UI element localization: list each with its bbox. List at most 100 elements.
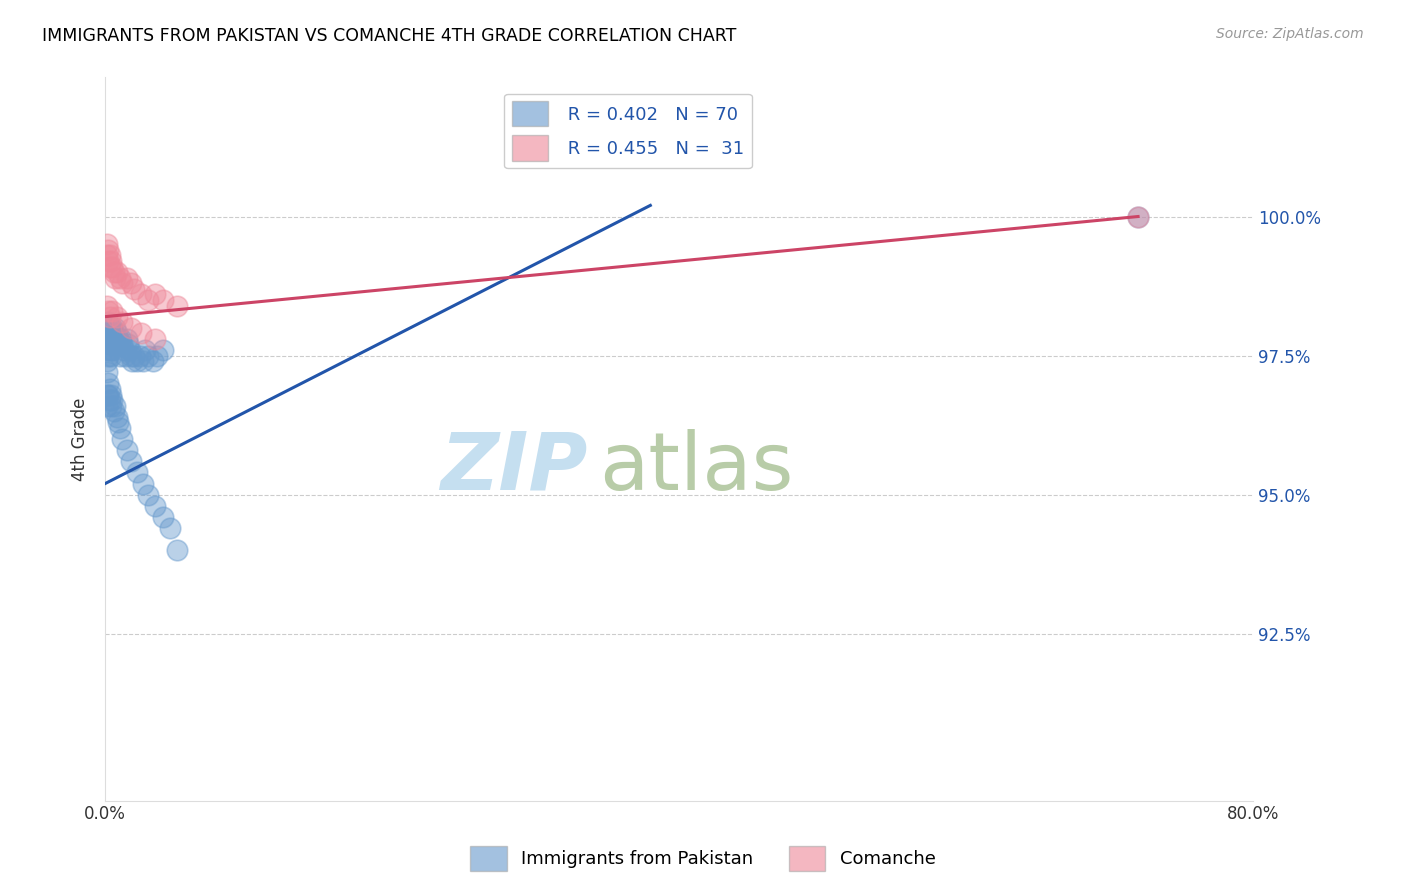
Point — [125, 354, 148, 368]
Point — [104, 399, 127, 413]
Text: Source: ZipAtlas.com: Source: ZipAtlas.com — [1216, 27, 1364, 41]
Point — [166, 543, 188, 558]
Text: IMMIGRANTS FROM PAKISTAN VS COMANCHE 4TH GRADE CORRELATION CHART: IMMIGRANTS FROM PAKISTAN VS COMANCHE 4TH… — [42, 27, 737, 45]
Point — [97, 243, 120, 257]
Point — [96, 299, 118, 313]
Point — [120, 454, 142, 468]
Point — [101, 260, 124, 274]
Point — [118, 343, 141, 357]
Point — [128, 349, 150, 363]
Point — [108, 337, 131, 351]
Point — [152, 293, 174, 307]
Point — [108, 270, 131, 285]
Point — [136, 293, 159, 307]
Y-axis label: 4th Grade: 4th Grade — [72, 397, 89, 481]
Point — [97, 315, 120, 329]
Point — [142, 354, 165, 368]
Point — [98, 320, 121, 334]
Point — [121, 354, 143, 368]
Point — [145, 332, 167, 346]
Point — [100, 387, 122, 401]
Point — [100, 337, 122, 351]
Point — [129, 326, 152, 341]
Text: ZIP: ZIP — [440, 429, 588, 507]
Point — [97, 304, 120, 318]
Point — [98, 382, 121, 396]
Point — [120, 349, 142, 363]
Point — [96, 365, 118, 379]
Point — [122, 349, 145, 363]
Point — [104, 332, 127, 346]
Point — [104, 320, 127, 334]
Point — [110, 332, 132, 346]
Point — [105, 265, 128, 279]
Point — [1126, 210, 1149, 224]
Point — [136, 349, 159, 363]
Point — [131, 354, 153, 368]
Point — [114, 349, 136, 363]
Point — [122, 282, 145, 296]
Point — [97, 337, 120, 351]
Point — [98, 332, 121, 346]
Point — [103, 326, 125, 341]
Point — [96, 248, 118, 262]
Point — [134, 343, 156, 357]
Point — [115, 443, 138, 458]
Point — [98, 393, 121, 408]
Point — [96, 332, 118, 346]
Point — [159, 521, 181, 535]
Point — [97, 387, 120, 401]
Point — [98, 260, 121, 274]
Point — [125, 466, 148, 480]
Point — [112, 343, 135, 357]
Point — [111, 315, 134, 329]
Point — [108, 421, 131, 435]
Point — [120, 277, 142, 291]
Point — [166, 299, 188, 313]
Point — [105, 326, 128, 341]
Point — [98, 248, 121, 262]
Point — [101, 393, 124, 408]
Text: atlas: atlas — [599, 429, 793, 507]
Point — [101, 304, 124, 318]
Point — [136, 488, 159, 502]
Point — [97, 376, 120, 391]
Point — [111, 277, 134, 291]
Point — [152, 509, 174, 524]
Point — [111, 432, 134, 446]
Point — [97, 254, 120, 268]
Point — [100, 399, 122, 413]
Point — [115, 332, 138, 346]
Point — [1126, 210, 1149, 224]
Point — [103, 404, 125, 418]
Point — [101, 320, 124, 334]
Point — [96, 354, 118, 368]
Point — [131, 476, 153, 491]
Point — [105, 310, 128, 324]
Point — [146, 349, 169, 363]
Point — [103, 265, 125, 279]
Point — [97, 326, 120, 341]
Point — [145, 287, 167, 301]
Point — [96, 320, 118, 334]
Point — [111, 337, 134, 351]
Point — [96, 399, 118, 413]
Point — [103, 337, 125, 351]
Point — [96, 237, 118, 252]
Point — [96, 387, 118, 401]
Point — [101, 343, 124, 357]
Legend: Immigrants from Pakistan, Comanche: Immigrants from Pakistan, Comanche — [463, 838, 943, 879]
Point — [97, 349, 120, 363]
Point — [101, 332, 124, 346]
Point — [100, 349, 122, 363]
Point — [145, 499, 167, 513]
Point — [105, 337, 128, 351]
Point — [129, 287, 152, 301]
Point — [98, 310, 121, 324]
Point — [107, 332, 129, 346]
Point — [152, 343, 174, 357]
Point — [107, 415, 129, 429]
Point — [105, 409, 128, 424]
Point — [96, 343, 118, 357]
Point — [104, 270, 127, 285]
